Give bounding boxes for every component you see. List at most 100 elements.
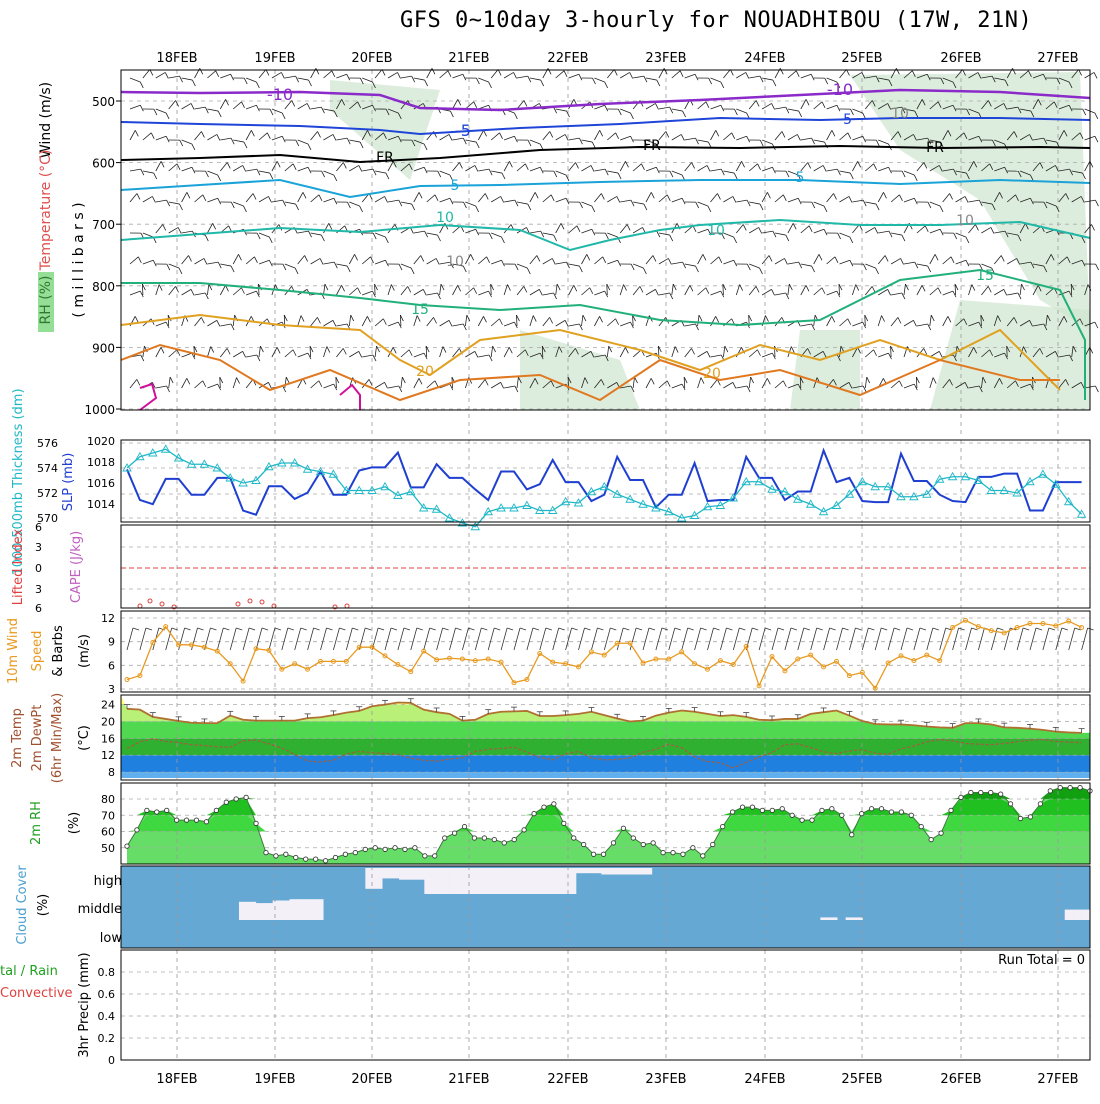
wind-barb-flag <box>640 286 643 292</box>
wind-barb-flag <box>180 76 183 82</box>
wind-barb-flag <box>257 169 260 175</box>
rh-band <box>127 799 1090 815</box>
wind-barb <box>646 255 653 264</box>
rh-marker <box>333 855 337 859</box>
wind-barb <box>349 165 358 171</box>
wind-barb <box>427 195 435 202</box>
wind-barb <box>143 260 153 264</box>
wind-barb <box>749 350 757 357</box>
surface-barb-flag <box>417 628 423 630</box>
surface-barb-flag <box>714 628 720 630</box>
slp-tick-label: 1018 <box>87 456 115 469</box>
wind-barb <box>414 167 424 171</box>
wind-barb-flag <box>933 378 936 384</box>
wind-barb <box>233 165 242 171</box>
wind-barb-flag <box>751 377 754 383</box>
wind-barb-flag <box>514 113 517 119</box>
wind-barb <box>543 131 550 140</box>
wind-barb <box>207 198 217 202</box>
wind-barb-flag <box>267 133 270 139</box>
wind-barb-flag <box>153 260 156 266</box>
surface-barb <box>604 628 610 650</box>
wind-barb-flag <box>1004 289 1007 295</box>
wind-barb-flag <box>651 378 654 384</box>
wind-barb-flag <box>412 204 415 210</box>
rh-marker <box>423 854 427 858</box>
wind-barb <box>930 254 935 264</box>
wind-barb <box>749 286 756 295</box>
wind-barb <box>775 381 783 388</box>
rh-marker <box>532 811 536 815</box>
wind-barb-flag <box>716 130 719 136</box>
wind-barb <box>865 164 873 171</box>
wind-barb-flag <box>218 262 221 268</box>
middle-cloud-gap <box>820 917 829 920</box>
rh-marker <box>1058 785 1062 789</box>
wind-barb <box>530 289 539 295</box>
wind-barb-flag <box>367 316 370 322</box>
ylabel-millibars: ( m i l l i b a r s ) <box>71 202 87 317</box>
wind-barb <box>633 202 644 204</box>
wind-barb-flag <box>192 144 195 150</box>
wind-barb <box>207 71 215 78</box>
wind-barb <box>582 288 590 295</box>
wind-barb-flag <box>656 167 659 173</box>
rh-marker <box>998 792 1002 796</box>
wind-barb <box>698 378 701 388</box>
wind-barb <box>736 109 746 113</box>
temp-band <box>121 738 1090 755</box>
wind-barb-flag <box>600 316 603 322</box>
wind-barb-flag <box>838 233 841 239</box>
ylabel-2m-rh: 2m RH <box>29 801 44 845</box>
wind-barb <box>530 231 541 233</box>
surface-barb <box>901 628 907 650</box>
wind-barb-flag <box>1095 200 1098 206</box>
wind-barb <box>917 162 924 171</box>
wind-barb-flag <box>899 195 902 201</box>
wind-barb <box>182 353 192 357</box>
wind-barb-flag <box>966 260 969 266</box>
cloud-level-label: low <box>100 931 123 946</box>
wind-barb-flag <box>576 162 579 168</box>
wind-barb-flag <box>618 173 621 179</box>
wind-barb <box>504 347 509 357</box>
wind-barb <box>723 233 733 237</box>
wind-barb-flag <box>617 196 620 202</box>
thickness-tick-label: 574 <box>37 462 58 475</box>
wind-barb-flag <box>651 192 654 198</box>
wind-barb-flag <box>217 320 220 326</box>
wind-barb <box>465 229 475 233</box>
wind-barb <box>801 138 812 140</box>
wind-barb <box>285 164 293 171</box>
wind-barb-flag <box>166 136 169 142</box>
wind-barb <box>633 227 642 233</box>
wind-barb-flag <box>282 113 285 119</box>
thickness-tick-label: 576 <box>37 437 58 450</box>
surface-barb-flag <box>701 628 707 630</box>
wind-barb-flag <box>205 107 208 113</box>
wind-barb-flag <box>696 202 699 208</box>
wind-barb-flag <box>502 260 505 266</box>
ylabel-cloud-cover: Cloud Cover <box>15 865 30 945</box>
wind-barb-flag <box>154 109 157 115</box>
ylabel-unit: (m/s) <box>77 634 92 668</box>
wind-barb <box>659 107 670 109</box>
rh-marker <box>969 790 973 794</box>
wind-barb <box>195 293 206 295</box>
date-label-bottom: 18FEB <box>156 1072 197 1087</box>
ylabel-unit: (%) <box>67 812 82 835</box>
pressure-tick-label: 600 <box>92 157 115 171</box>
wind-barb <box>711 105 721 109</box>
wind-barb <box>143 69 150 78</box>
wind-barb <box>904 171 914 175</box>
wind-barb-flag <box>493 346 496 352</box>
wind-barb-flag <box>226 99 229 105</box>
wind-barb-flag <box>187 378 190 384</box>
wind-barb-flag <box>550 317 553 323</box>
wind-barb-flag <box>863 264 866 270</box>
contour-label: 15 <box>411 302 429 318</box>
wind-barb <box>195 107 206 109</box>
wind-barb-flag <box>824 229 827 235</box>
wind-barb <box>865 377 866 388</box>
wind-barb-flag <box>179 268 182 274</box>
